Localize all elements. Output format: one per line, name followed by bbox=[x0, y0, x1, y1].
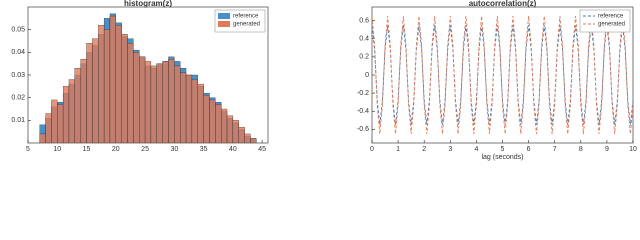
hist-bar bbox=[203, 95, 210, 143]
y-tick-label: 0.03 bbox=[11, 72, 25, 79]
y-tick-label: 0.04 bbox=[11, 49, 25, 56]
hist-bar bbox=[162, 61, 169, 143]
y-tick-label: 0.01 bbox=[11, 117, 25, 124]
x-tick-label: 10 bbox=[53, 146, 61, 153]
y-tick-label: 0.2 bbox=[359, 54, 369, 61]
x-tick-label: 2 bbox=[422, 146, 426, 153]
x-tick-label: 10 bbox=[629, 146, 637, 153]
hist-bar bbox=[232, 120, 239, 143]
legend-label: generated bbox=[233, 22, 260, 28]
hist-bar bbox=[80, 58, 87, 143]
y-tick-label: 0.02 bbox=[11, 95, 25, 102]
hist-bar bbox=[156, 63, 163, 143]
x-tick-label: 5 bbox=[501, 146, 505, 153]
hist-bar bbox=[103, 29, 111, 143]
hist-bar bbox=[150, 65, 157, 143]
hist-bar bbox=[191, 79, 198, 143]
legend-box bbox=[579, 9, 631, 33]
hist-bar bbox=[39, 133, 46, 143]
hist-bar bbox=[139, 56, 146, 143]
x-tick-label: 15 bbox=[83, 146, 91, 153]
x-tick-label: 0 bbox=[370, 146, 374, 153]
hist-bar bbox=[92, 38, 99, 143]
x-tick-label: 4 bbox=[474, 146, 478, 153]
hist-bar bbox=[121, 34, 128, 143]
hist-bar bbox=[62, 86, 70, 143]
hist-bar bbox=[168, 58, 175, 143]
x-tick-label: 3 bbox=[448, 146, 452, 153]
hist-bar bbox=[209, 99, 216, 143]
legend-swatch bbox=[218, 13, 230, 19]
hist-bar bbox=[174, 65, 181, 143]
chart-title: autocorrelation(z) bbox=[469, 0, 537, 8]
y-tick-label: 0.05 bbox=[11, 27, 25, 34]
hist-bar bbox=[115, 24, 122, 143]
hist-bar bbox=[68, 79, 75, 143]
plot bbox=[39, 13, 257, 143]
y-tick-label: 0.4 bbox=[359, 36, 369, 43]
x-tick-label: 6 bbox=[527, 146, 531, 153]
figure: histogram(z)0.010.020.030.040.055 10 15 20 2… bbox=[11, 0, 637, 161]
x-tick-label: 30 bbox=[170, 146, 178, 153]
y-tick-label: 0.6 bbox=[359, 17, 369, 24]
x-tick-label: 20 bbox=[112, 146, 120, 153]
x-tick-label: 9 bbox=[605, 146, 609, 153]
x-tick-label: 35 bbox=[200, 146, 208, 153]
hist-bar bbox=[238, 126, 245, 143]
legend-label: reference bbox=[233, 14, 259, 20]
plot bbox=[372, 16, 633, 134]
x-tick-label: 1 bbox=[396, 146, 400, 153]
hist-bar bbox=[244, 133, 251, 143]
x-tick-label: 25 bbox=[141, 146, 149, 153]
y-tick-label: -0.4 bbox=[357, 108, 369, 115]
hist-bar bbox=[185, 74, 193, 143]
chart-title: histogram(z) bbox=[124, 0, 172, 8]
x-tick-label: 7 bbox=[553, 146, 557, 153]
hist-bar bbox=[86, 43, 93, 143]
hist-bar bbox=[57, 104, 64, 143]
legend-swatch bbox=[218, 21, 230, 27]
x-tick-label: 8 bbox=[579, 146, 583, 153]
y-tick-label: 0 bbox=[365, 72, 369, 79]
legend-label: generated bbox=[598, 22, 625, 28]
hist-bar bbox=[144, 61, 152, 143]
x-axis-label: lag (seconds) bbox=[481, 154, 523, 161]
y-tick-label: -0.2 bbox=[357, 90, 369, 97]
hist-bar bbox=[221, 108, 228, 143]
hist-bar bbox=[226, 115, 234, 143]
hist-bar bbox=[109, 15, 116, 143]
hist-bar bbox=[74, 68, 81, 143]
hist-bar bbox=[133, 52, 140, 143]
hist-bar bbox=[215, 104, 222, 143]
x-tick-label: 5 bbox=[26, 146, 30, 153]
hist-bar bbox=[197, 83, 204, 143]
x-tick-label: 40 bbox=[229, 146, 237, 153]
hist-bar bbox=[98, 24, 105, 143]
hist-bar bbox=[180, 72, 187, 143]
hist-bar bbox=[127, 43, 134, 143]
y-tick-label: -0.6 bbox=[357, 126, 369, 133]
x-tick-label: 45 bbox=[258, 146, 266, 153]
hist-bar bbox=[250, 138, 257, 143]
hist-bar bbox=[51, 99, 58, 143]
hist-bar bbox=[45, 113, 52, 143]
legend-label: reference bbox=[598, 14, 624, 20]
line bbox=[372, 25, 633, 125]
